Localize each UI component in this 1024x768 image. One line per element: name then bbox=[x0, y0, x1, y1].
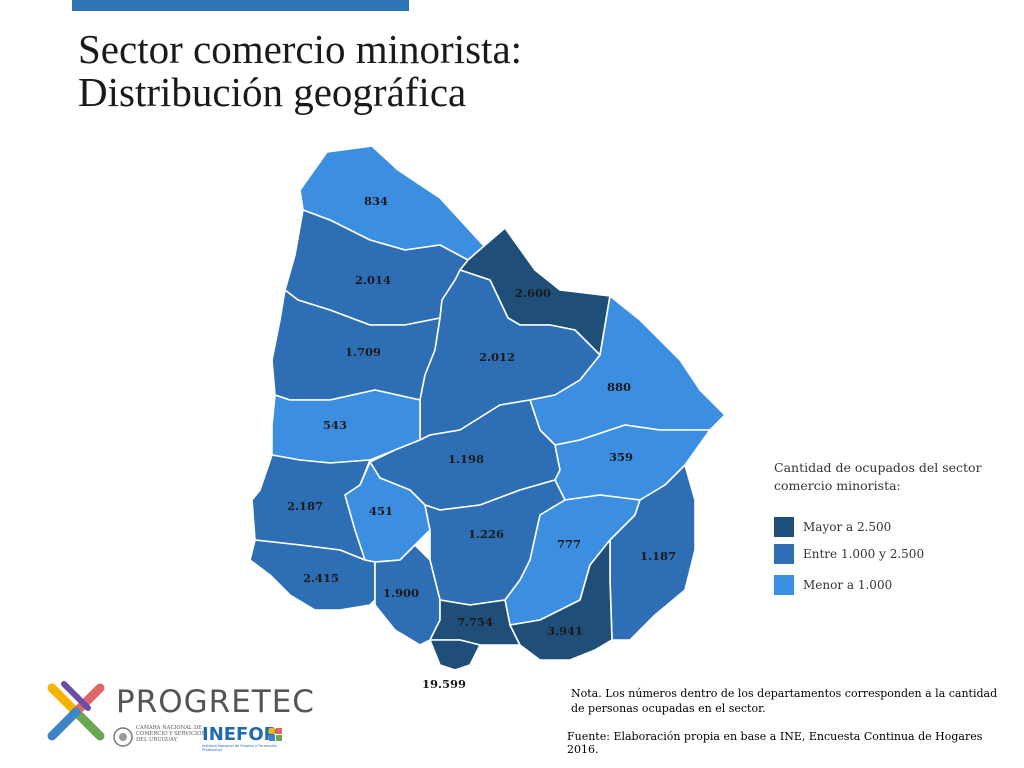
legend-swatch-entre bbox=[774, 544, 794, 564]
value-label-rocha: 1.187 bbox=[640, 549, 676, 563]
map-legend: Cantidad de ocupados del sector comercio… bbox=[774, 459, 994, 595]
value-label-salto: 2.014 bbox=[355, 273, 391, 287]
inefop-mark-icon bbox=[269, 728, 282, 741]
value-label-durazno: 1.198 bbox=[448, 452, 484, 466]
footnote-nota: Nota. Los números dentro de los departam… bbox=[571, 687, 998, 715]
value-label-florida: 1.226 bbox=[468, 527, 504, 541]
source-note: Fuente: Elaboración propia en base a INE… bbox=[567, 730, 983, 756]
legend-item-menor: Menor a 1.000 bbox=[774, 575, 892, 595]
value-label-rio-negro: 543 bbox=[323, 418, 347, 432]
value-label-colonia: 2.415 bbox=[303, 571, 339, 585]
value-label-montevideo: 19.599 bbox=[422, 677, 466, 691]
value-label-treinta-y-tres: 359 bbox=[609, 450, 633, 464]
inefop-logo-text: INEFOP bbox=[202, 724, 277, 745]
value-label-rivera: 2.600 bbox=[515, 286, 551, 300]
value-label-paysandu: 1.709 bbox=[345, 345, 381, 359]
accent-bar bbox=[72, 0, 409, 11]
value-label-tacuarembo: 2.012 bbox=[479, 350, 515, 364]
value-label-artigas: 834 bbox=[364, 194, 388, 208]
value-label-flores: 451 bbox=[369, 504, 393, 518]
legend-item-entre: Entre 1.000 y 2.500 bbox=[774, 544, 924, 564]
value-label-cerro-largo: 880 bbox=[607, 380, 631, 394]
legend-label-mayor: Mayor a 2.500 bbox=[803, 520, 892, 534]
dept-montevideo bbox=[429, 639, 481, 671]
page-title: Sector comercio minorista: Distribución … bbox=[78, 28, 678, 114]
value-label-soriano: 2.187 bbox=[287, 499, 323, 513]
progretec-logo-icon bbox=[47, 681, 105, 741]
camara-seal-icon bbox=[113, 727, 133, 747]
dept-canelones bbox=[429, 599, 521, 646]
value-label-maldonado: 3.941 bbox=[547, 624, 583, 638]
value-label-lavalleja: 777 bbox=[557, 537, 581, 551]
value-label-canelones: 7.754 bbox=[457, 615, 493, 629]
value-label-san-jose: 1.900 bbox=[383, 586, 419, 600]
legend-title: Cantidad de ocupados del sector comercio… bbox=[774, 460, 982, 493]
dept-maldonado bbox=[509, 539, 613, 661]
dept-colonia bbox=[249, 539, 376, 611]
legend-label-menor: Menor a 1.000 bbox=[803, 578, 893, 592]
title-line-2: Distribución geográfica bbox=[78, 69, 467, 115]
logo-area: PROGRETEC CÁMARA NACIONAL DE COMERCIO Y … bbox=[44, 676, 314, 756]
legend-swatch-mayor bbox=[774, 517, 794, 537]
legend-label-entre: Entre 1.000 y 2.500 bbox=[803, 547, 925, 561]
legend-item-mayor: Mayor a 2.500 bbox=[774, 517, 891, 537]
camara-logo-text: CÁMARA NACIONAL DE COMERCIO Y SERVICIOS … bbox=[136, 725, 205, 743]
title-line-1: Sector comercio minorista: bbox=[78, 26, 523, 72]
inefop-logo-subtext: Instituto Nacional de Empleo y Formación… bbox=[202, 744, 277, 752]
legend-swatch-menor bbox=[774, 575, 794, 595]
progretec-logo-text: PROGRETEC bbox=[116, 684, 315, 720]
